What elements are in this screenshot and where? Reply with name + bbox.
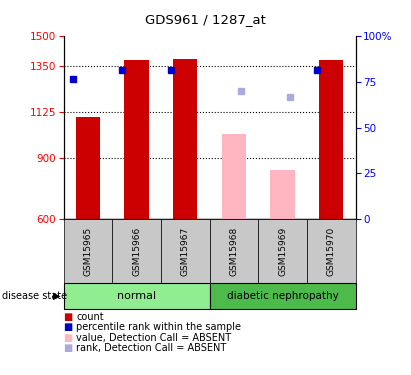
Bar	[173, 59, 197, 219]
Text: normal: normal	[117, 291, 156, 301]
Text: ▶: ▶	[53, 291, 60, 301]
Bar	[307, 219, 356, 283]
Bar	[210, 283, 356, 309]
Bar	[222, 134, 246, 219]
Text: GDS961 / 1287_at: GDS961 / 1287_at	[145, 13, 266, 26]
Text: rank, Detection Call = ABSENT: rank, Detection Call = ABSENT	[76, 344, 226, 353]
Bar	[64, 283, 210, 309]
Text: ■: ■	[63, 333, 72, 343]
Text: ■: ■	[63, 312, 72, 322]
Text: GSM15970: GSM15970	[327, 226, 336, 276]
Text: GSM15967: GSM15967	[181, 226, 190, 276]
Text: diabetic nephropathy: diabetic nephropathy	[227, 291, 338, 301]
Text: GSM15966: GSM15966	[132, 226, 141, 276]
Text: percentile rank within the sample: percentile rank within the sample	[76, 322, 241, 332]
Text: GSM15968: GSM15968	[229, 226, 238, 276]
Bar	[112, 219, 161, 283]
Text: ■: ■	[63, 344, 72, 353]
Text: value, Detection Call = ABSENT: value, Detection Call = ABSENT	[76, 333, 231, 343]
Text: GSM15965: GSM15965	[83, 226, 92, 276]
Bar	[258, 219, 307, 283]
Bar	[210, 219, 258, 283]
Bar	[161, 219, 210, 283]
Bar	[270, 170, 295, 219]
Text: GSM15969: GSM15969	[278, 226, 287, 276]
Bar	[319, 60, 343, 219]
Bar	[76, 117, 100, 219]
Bar	[64, 219, 112, 283]
Bar	[125, 60, 149, 219]
Text: disease state: disease state	[2, 291, 67, 301]
Text: ■: ■	[63, 322, 72, 332]
Text: count: count	[76, 312, 104, 322]
